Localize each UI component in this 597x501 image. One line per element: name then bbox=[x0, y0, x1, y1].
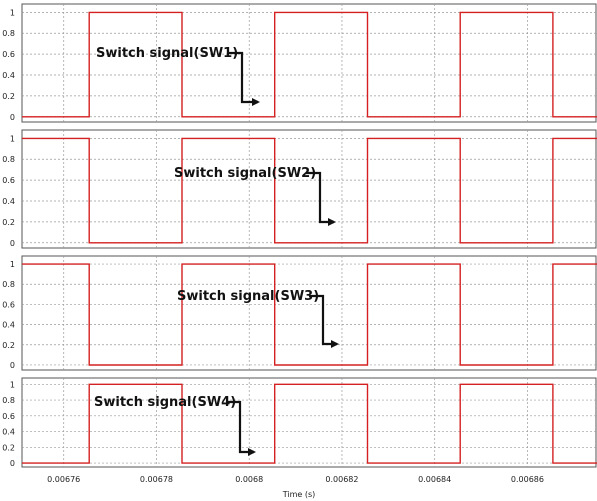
x-tick-label: 0.00686 bbox=[511, 475, 544, 484]
sw4-signal-line bbox=[22, 383, 597, 464]
panel-4: 0 0.2 0.4 0.6 0.8 1 Switch signal(SW4) bbox=[2, 377, 597, 468]
y-tick-label: 0.8 bbox=[2, 155, 15, 164]
panel-frame bbox=[21, 377, 597, 468]
sw2-annotation-label: Switch signal(SW2) bbox=[174, 166, 316, 181]
sw4-annotation-arrow bbox=[226, 400, 256, 456]
panel-1: 0 0.2 0.4 0.6 0.8 1 Switch signal(SW1) bbox=[2, 3, 597, 123]
y-tick-label: 0 bbox=[10, 113, 15, 122]
sw1-signal-line bbox=[22, 11, 597, 118]
y-tick-label: 0.2 bbox=[2, 443, 15, 452]
x-tick-label: 0.0068 bbox=[235, 475, 263, 484]
y-tick-label: 1 bbox=[10, 380, 15, 389]
sw2-signal-line bbox=[22, 137, 597, 244]
y-tick-label: 0.6 bbox=[2, 50, 15, 59]
y-tick-label: 0.4 bbox=[2, 197, 15, 206]
x-axis: 0.00676 0.00678 0.0068 0.00682 0.00684 0.0068… bbox=[47, 475, 544, 484]
x-tick-label: 0.00682 bbox=[325, 475, 358, 484]
y-tick-label: 1 bbox=[10, 134, 15, 143]
y-tick-label: 0 bbox=[10, 361, 15, 370]
y-tick-label: 0.2 bbox=[2, 92, 15, 101]
sw2-annotation-arrow bbox=[306, 171, 336, 226]
sw1-annotation-label: Switch signal(SW1) bbox=[96, 46, 238, 61]
panel-frame bbox=[21, 255, 597, 371]
sw3-annotation-label: Switch signal(SW3) bbox=[177, 289, 319, 304]
sw4-annotation-label: Switch signal(SW4) bbox=[94, 395, 236, 410]
sw3-signal-line bbox=[22, 263, 597, 366]
x-tick-label: 0.00678 bbox=[140, 475, 173, 484]
sw1-annotation-arrow bbox=[228, 51, 260, 106]
y-tick-label: 0.4 bbox=[2, 321, 15, 330]
y-tick-label: 1 bbox=[10, 8, 15, 17]
panel-frame bbox=[21, 129, 597, 249]
y-tick-label: 0.4 bbox=[2, 428, 15, 437]
sw3-annotation-arrow bbox=[309, 294, 339, 348]
y-tick-label: 0.8 bbox=[2, 29, 15, 38]
y-tick-label: 0.8 bbox=[2, 396, 15, 405]
x-tick-label: 0.00684 bbox=[418, 475, 451, 484]
y-tick-label: 0.6 bbox=[2, 300, 15, 309]
y-tick-label: 0.4 bbox=[2, 71, 15, 80]
x-tick-label: 0.00676 bbox=[47, 475, 80, 484]
y-tick-label: 0.6 bbox=[2, 176, 15, 185]
y-tick-label: 1 bbox=[10, 260, 15, 269]
panel-2: 0 0.2 0.4 0.6 0.8 1 Switch signal(SW2) bbox=[2, 129, 597, 249]
y-tick-label: 0.2 bbox=[2, 341, 15, 350]
panel-3: 0 0.2 0.4 0.6 0.8 1 Switch signal(SW3) bbox=[2, 255, 597, 371]
panel-frame bbox=[21, 3, 597, 123]
y-tick-label: 0 bbox=[10, 239, 15, 248]
y-tick-label: 0.6 bbox=[2, 412, 15, 421]
y-tick-label: 0.2 bbox=[2, 218, 15, 227]
y-tick-label: 0.8 bbox=[2, 280, 15, 289]
y-tick-label: 0 bbox=[10, 459, 15, 468]
x-axis-label: Time (s) bbox=[282, 490, 316, 499]
